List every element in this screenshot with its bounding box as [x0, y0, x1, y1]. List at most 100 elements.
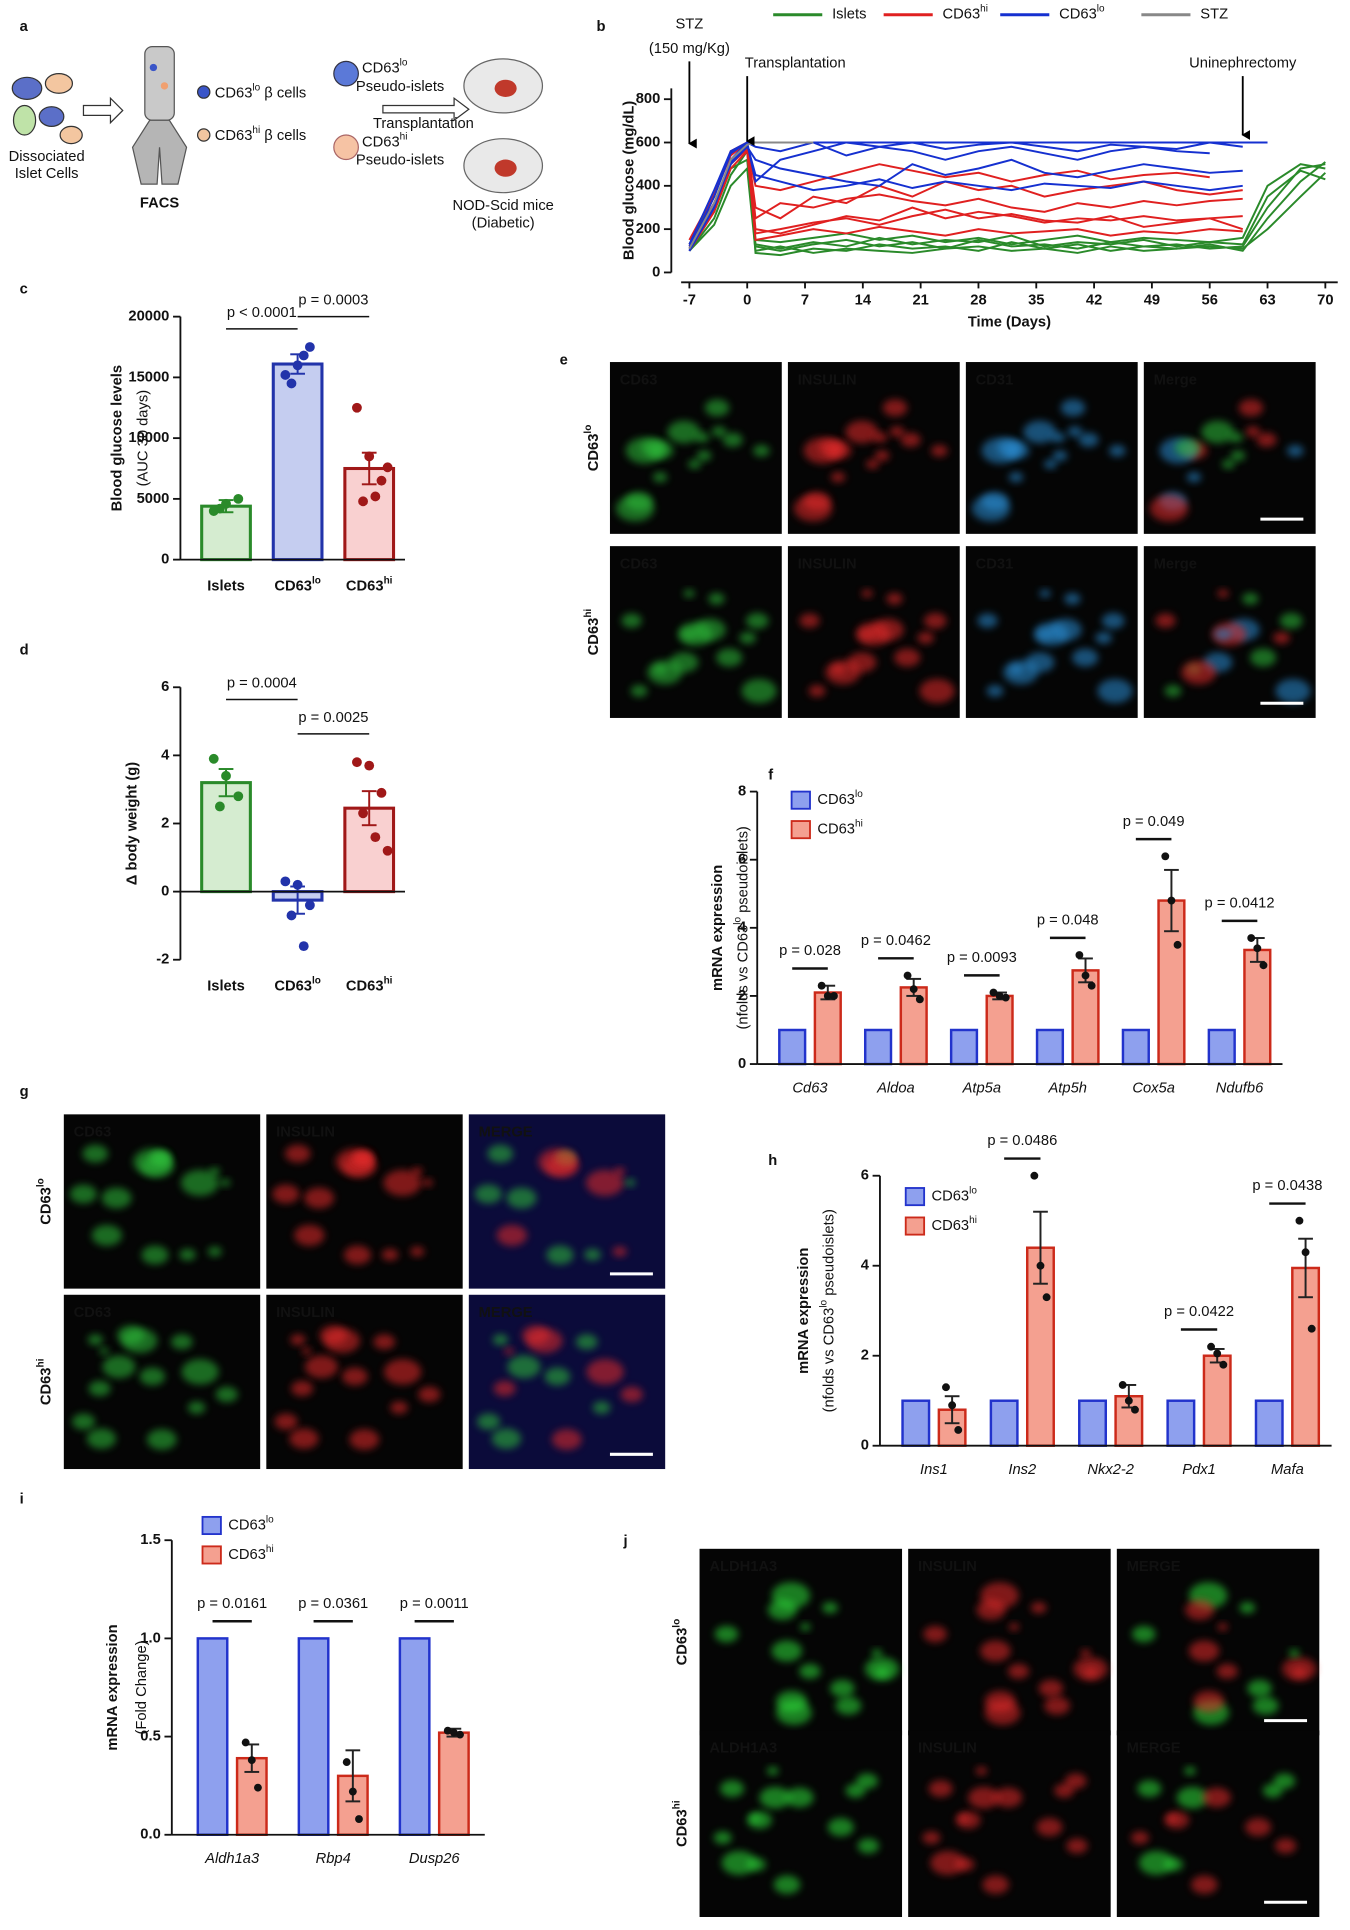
legend-label: CD63lo [1059, 4, 1105, 23]
channel-label: MERGE [479, 1305, 533, 1321]
stain [667, 420, 701, 444]
stain [1064, 1773, 1087, 1789]
stain [1279, 612, 1303, 629]
legend-swatch [904, 1216, 926, 1236]
data-point [286, 378, 297, 389]
superscript: hi [672, 1800, 683, 1809]
bar [200, 781, 252, 894]
stain [968, 1786, 1000, 1809]
legend-swatch [790, 820, 811, 840]
stain [1067, 426, 1083, 437]
legend-label: CD63hi [228, 1544, 273, 1563]
y-tick-label: 4 [861, 1258, 870, 1274]
micrograph: INSULIN [908, 1548, 1111, 1736]
text-part: CD63 [228, 1547, 266, 1563]
text-part: CD63 [274, 579, 312, 595]
stain [894, 648, 921, 667]
cell-icon [12, 104, 37, 136]
data-point [1001, 993, 1010, 1002]
stain [775, 1690, 808, 1713]
row-label: CD63lo [672, 1619, 691, 1666]
stain [1230, 450, 1246, 462]
data-point [456, 1730, 464, 1739]
data-point [247, 1756, 256, 1765]
text-part: CD63 [586, 618, 602, 656]
stain [1072, 648, 1099, 667]
annotation: Transplantation [745, 56, 846, 72]
stain [141, 1245, 169, 1265]
stain [830, 1679, 855, 1697]
superscript: lo [969, 1186, 977, 1197]
stain [793, 495, 833, 522]
stain [830, 471, 846, 483]
micrograph: ALDH1A3 [699, 1730, 903, 1917]
panel-label: d [20, 642, 29, 658]
data-point [909, 985, 918, 994]
data-point [364, 760, 375, 771]
stain [1066, 1838, 1088, 1854]
stain [506, 1187, 537, 1209]
stain [343, 1245, 372, 1265]
stain [384, 1358, 422, 1385]
line [688, 146, 1244, 247]
stain [1007, 1663, 1030, 1679]
stain [1083, 1666, 1098, 1678]
stain [116, 1325, 145, 1345]
diagram-label: Pseudo-islets [356, 153, 444, 169]
kidney-icon [494, 159, 517, 177]
x-tick-label: CD63hi [346, 576, 393, 595]
diagram-label: CD63lo [362, 58, 408, 77]
micrograph-background [908, 1730, 1111, 1917]
micrograph: MERGE [468, 1294, 666, 1470]
text-part: CD63 [817, 822, 855, 838]
bar [863, 1028, 893, 1066]
micrograph: ALDH1A3 [699, 1548, 903, 1736]
superscript: hi [384, 976, 393, 987]
stain [1273, 1773, 1296, 1789]
diagram-label: (Diabetic) [472, 215, 535, 231]
bar [1202, 1354, 1232, 1447]
channel-label: INSULIN [918, 1559, 977, 1575]
y-tick-label: 6 [161, 679, 169, 695]
stain [1137, 1780, 1162, 1798]
stain [722, 432, 743, 447]
stain [87, 1334, 104, 1346]
stain [785, 1787, 814, 1808]
legend-label: CD63lo [817, 789, 863, 808]
y-tick-label: 0 [738, 1056, 746, 1072]
x-tick-label: Cox5a [1132, 1080, 1175, 1096]
micrograph: MERGE [1116, 1548, 1320, 1736]
stain [900, 432, 921, 447]
stain [1221, 459, 1236, 470]
bar [1121, 1028, 1150, 1066]
data-point [1131, 1405, 1139, 1414]
channel-label: CD63 [620, 372, 658, 388]
stain [1245, 1818, 1272, 1837]
micrograph: CD63 [63, 1114, 261, 1289]
cell-icon [11, 76, 43, 101]
stain [871, 1649, 883, 1658]
data-point [1036, 1261, 1045, 1270]
text-part: CD63 [674, 1628, 690, 1666]
panel-label: e [560, 353, 568, 369]
stain [82, 1144, 109, 1163]
data-point [214, 801, 225, 812]
stain [996, 438, 1023, 457]
y-tick-label: 6 [738, 852, 746, 868]
p-value: p = 0.0462 [861, 933, 931, 949]
x-tick-label: Rbp4 [316, 1851, 351, 1867]
micrograph: CD63 [63, 1294, 261, 1470]
stain [928, 1780, 953, 1798]
stain [493, 1380, 516, 1397]
stain [696, 450, 712, 462]
stain [1191, 1875, 1218, 1894]
x-tick-label: Aldh1a3 [204, 1851, 260, 1867]
stain [1186, 471, 1202, 483]
superscript: lo [583, 425, 594, 434]
stain [1030, 1602, 1047, 1614]
annotation: STZ [675, 16, 703, 32]
bar [297, 1637, 330, 1836]
text-part: CD63 [215, 128, 253, 144]
stain [889, 426, 905, 437]
